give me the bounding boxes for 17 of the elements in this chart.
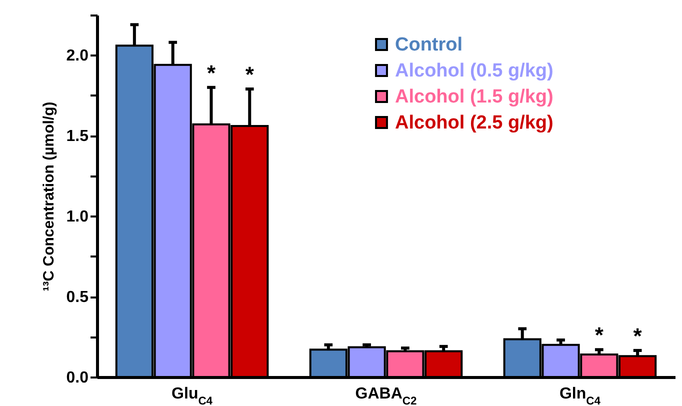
annotation: * [206,60,216,86]
legend-label: Alcohol (1.5 g/kg) [395,86,554,108]
annotation: * [594,322,604,348]
y-tick-label: 0.0 [66,370,89,386]
y-tick-label: 1.0 [66,208,89,226]
x-tick-label: GABA$_{C2}$ [355,386,417,406]
annotation: * [633,323,642,348]
y-tick-label: 2.0 [66,48,89,65]
legend-label: Alcohol (2.5 g/kg) [395,112,554,134]
legend-label: Control [395,34,463,56]
x-tick-label: Glu$_{C4}$ [172,386,214,406]
legend-label: Alcohol (0.5 g/kg) [395,60,554,82]
x-tick-label: Gln$_{C4}$ [559,386,602,406]
y-tick-label: 0.5 [66,289,89,306]
y-axis-title: ¹³C Concentration (µmol/g) [40,102,58,292]
y-tick-label: 1.5 [66,128,89,146]
annotation: * [245,62,254,88]
